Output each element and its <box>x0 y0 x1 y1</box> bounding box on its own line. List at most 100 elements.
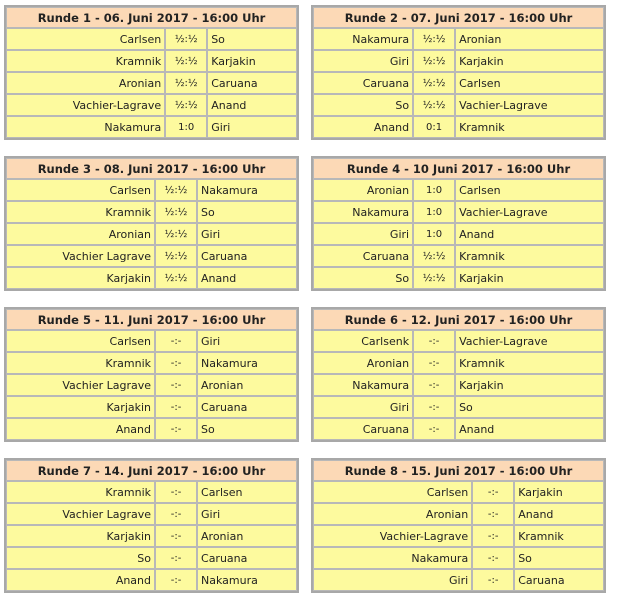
game-row: Kramnik ½:½ So <box>6 201 297 223</box>
game-row: Giri ½:½ Karjakin <box>313 50 604 72</box>
result: 1:0 <box>413 223 456 245</box>
away-player: Karjakin <box>207 50 297 72</box>
result: -:- <box>472 481 515 503</box>
home-player: Carlsenk <box>313 330 414 352</box>
game-row: Aronian ½:½ Caruana <box>6 72 297 94</box>
away-player: Caruana <box>197 245 297 267</box>
home-player: Vachier-Lagrave <box>313 525 473 547</box>
away-player: Carlsen <box>455 179 604 201</box>
home-player: Kramnik <box>6 50 166 72</box>
result: 0:1 <box>413 116 456 138</box>
game-row: Nakamura 1:0 Giri <box>6 116 297 138</box>
result: -:- <box>155 330 198 352</box>
round-title: Runde 6 - 12. Juni 2017 - 16:00 Uhr <box>313 309 604 330</box>
home-player: Vachier Lagrave <box>6 503 156 525</box>
home-player: Anand <box>313 116 414 138</box>
away-player: Nakamura <box>197 179 297 201</box>
home-player: Kramnik <box>6 201 156 223</box>
away-player: Aronian <box>455 28 604 50</box>
result: -:- <box>155 569 198 591</box>
game-row: Kramnik ½:½ Karjakin <box>6 50 297 72</box>
home-player: Carlsen <box>6 28 166 50</box>
game-row: Carlsen -:- Giri <box>6 330 297 352</box>
game-row: Giri 1:0 Anand <box>313 223 604 245</box>
away-player: So <box>455 396 604 418</box>
result: -:- <box>413 418 456 440</box>
result: -:- <box>155 396 198 418</box>
home-player: Giri <box>313 223 414 245</box>
away-player: So <box>197 418 297 440</box>
away-player: Karjakin <box>455 374 604 396</box>
game-row: Aronian 1:0 Carlsen <box>313 179 604 201</box>
round-title: Runde 1 - 06. Juni 2017 - 16:00 Uhr <box>6 7 297 28</box>
game-row: Caruana ½:½ Carlsen <box>313 72 604 94</box>
home-player: Vachier-Lagrave <box>6 94 166 116</box>
round-table: Runde 8 - 15. Juni 2017 - 16:00 Uhr Carls… <box>311 458 606 593</box>
home-player: So <box>313 267 414 289</box>
result: -:- <box>413 352 456 374</box>
game-row: Anand -:- Nakamura <box>6 569 297 591</box>
result: -:- <box>413 330 456 352</box>
result: -:- <box>413 374 456 396</box>
home-player: Carlsen <box>6 179 156 201</box>
away-player: Giri <box>197 330 297 352</box>
game-row: Aronian -:- Kramnik <box>313 352 604 374</box>
game-row: Giri -:- Caruana <box>313 569 604 591</box>
home-player: Giri <box>313 569 473 591</box>
game-row: Nakamura ½:½ Aronian <box>313 28 604 50</box>
away-player: Karjakin <box>455 50 604 72</box>
result: -:- <box>155 352 198 374</box>
away-player: Anand <box>197 267 297 289</box>
result: ½:½ <box>155 267 198 289</box>
game-row: Carlsen -:- Karjakin <box>313 481 604 503</box>
home-player: Caruana <box>313 245 414 267</box>
away-player: Anand <box>455 223 604 245</box>
home-player: Aronian <box>313 352 414 374</box>
result: -:- <box>413 396 456 418</box>
result: -:- <box>155 503 198 525</box>
game-row: Nakamura -:- Karjakin <box>313 374 604 396</box>
game-row: Nakamura 1:0 Vachier-Lagrave <box>313 201 604 223</box>
result: -:- <box>472 569 515 591</box>
game-row: Anand 0:1 Kramnik <box>313 116 604 138</box>
result: -:- <box>472 547 515 569</box>
home-player: Kramnik <box>6 481 156 503</box>
rounds-grid: Runde 1 - 06. Juni 2017 - 16:00 Uhr Carls… <box>4 5 606 593</box>
game-row: Anand -:- So <box>6 418 297 440</box>
away-player: Caruana <box>197 396 297 418</box>
away-player: Vachier-Lagrave <box>455 330 604 352</box>
round-title: Runde 2 - 07. Juni 2017 - 16:00 Uhr <box>313 7 604 28</box>
home-player: Aronian <box>313 503 473 525</box>
home-player: Nakamura <box>313 201 414 223</box>
home-player: Giri <box>313 50 414 72</box>
away-player: Carlsen <box>455 72 604 94</box>
game-row: So -:- Caruana <box>6 547 297 569</box>
away-player: So <box>514 547 604 569</box>
round-title: Runde 8 - 15. Juni 2017 - 16:00 Uhr <box>313 460 604 481</box>
game-row: Kramnik -:- Nakamura <box>6 352 297 374</box>
game-row: Vachier Lagrave ½:½ Caruana <box>6 245 297 267</box>
result: ½:½ <box>165 28 208 50</box>
round-table: Runde 7 - 14. Juni 2017 - 16:00 Uhr Kramn… <box>4 458 299 593</box>
away-player: Caruana <box>197 547 297 569</box>
round-table: Runde 4 - 10 Juni 2017 - 16:00 Uhr Aronia… <box>311 156 606 291</box>
home-player: Karjakin <box>6 396 156 418</box>
home-player: Giri <box>313 396 414 418</box>
result: ½:½ <box>155 201 198 223</box>
round-table: Runde 3 - 08. Juni 2017 - 16:00 Uhr Carls… <box>4 156 299 291</box>
away-player: Giri <box>207 116 297 138</box>
away-player: Kramnik <box>514 525 604 547</box>
round-table: Runde 6 - 12. Juni 2017 - 16:00 Uhr Carls… <box>311 307 606 442</box>
result: -:- <box>155 525 198 547</box>
game-row: Caruana ½:½ Kramnik <box>313 245 604 267</box>
game-row: Vachier Lagrave -:- Aronian <box>6 374 297 396</box>
home-player: Nakamura <box>313 547 473 569</box>
result: 1:0 <box>165 116 208 138</box>
round-title: Runde 3 - 08. Juni 2017 - 16:00 Uhr <box>6 158 297 179</box>
away-player: Aronian <box>197 374 297 396</box>
round-title: Runde 5 - 11. Juni 2017 - 16:00 Uhr <box>6 309 297 330</box>
away-player: Caruana <box>514 569 604 591</box>
home-player: Nakamura <box>6 116 166 138</box>
game-row: Nakamura -:- So <box>313 547 604 569</box>
away-player: Karjakin <box>514 481 604 503</box>
